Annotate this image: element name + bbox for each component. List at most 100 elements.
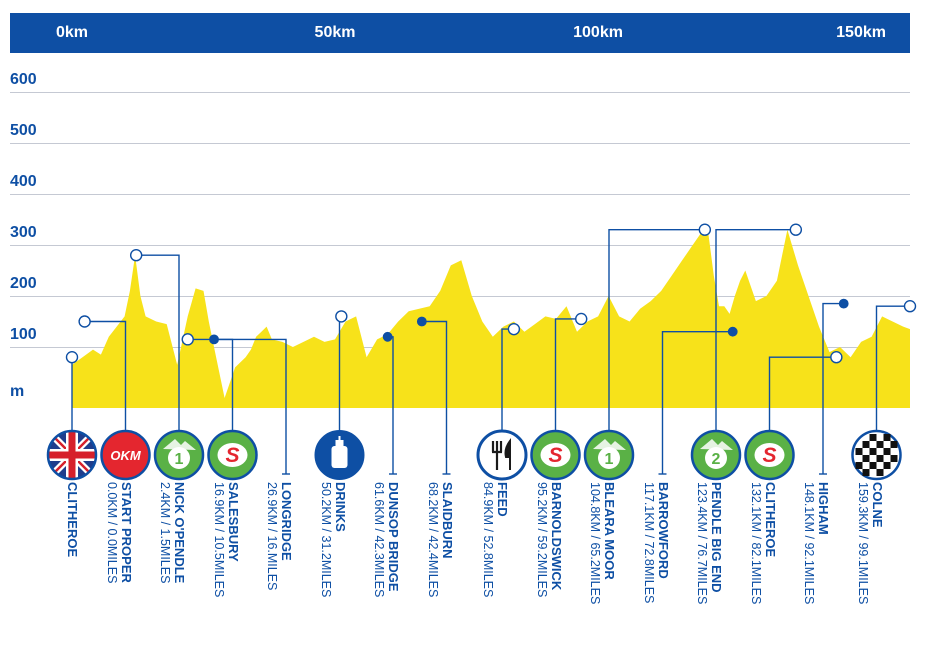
- waypoint-distance: 50.2KM / 31.2MILES: [318, 482, 333, 598]
- y-tick-label: 300: [10, 224, 37, 241]
- waypoint-marker: [698, 223, 712, 236]
- waypoint-distance: 132.1KM / 82.1MILES: [748, 482, 763, 605]
- waypoint-distance: 16.9KM / 10.5MILES: [211, 482, 226, 598]
- waypoint-connector: [421, 320, 448, 474]
- y-tick-label: 400: [10, 173, 37, 190]
- climb-category-badge: [168, 447, 190, 469]
- waypoint-distance: 2.4KM / 1.5MILES: [158, 482, 172, 584]
- y-tick-label: 600: [10, 71, 37, 88]
- climb-category-badge: [705, 447, 727, 469]
- waypoint-name: FEED: [495, 482, 510, 517]
- waypoint-marker: [416, 316, 427, 327]
- waypoint-label: BLEARA MOOR 104.8KM / 65.2MILES: [587, 482, 617, 642]
- waypoint-distance: 84.9KM / 52.8MILES: [481, 482, 495, 598]
- waypoint-connector: [768, 356, 837, 431]
- waypoint-name: DRINKS: [332, 482, 348, 532]
- knife-icon: [504, 437, 511, 470]
- y-tick-label: 200: [10, 275, 37, 292]
- checkered-flag-square: [890, 455, 898, 462]
- union-flag-icon: [46, 429, 98, 481]
- fork-icon: [491, 441, 503, 470]
- waypoint-label: SLAIDBURN 68.2KM / 42.4MILES: [425, 482, 455, 642]
- waypoint-label: LONGRIDGE 26.9KM / 16.MILES: [264, 482, 294, 642]
- checkered-flag-square: [883, 462, 891, 469]
- union-flag-icon: [68, 431, 76, 479]
- waypoint-label: COLNE 159.3KM / 99.1MILES: [855, 482, 885, 642]
- sprint-icon-badge: [754, 443, 785, 467]
- gridline: [10, 92, 910, 93]
- waypoint-name: COLNE: [869, 482, 885, 528]
- waypoint-connector: [136, 254, 180, 431]
- checkered-flag-square: [862, 441, 870, 448]
- km-tick-label: 150km: [836, 24, 886, 41]
- checkered-flag-square: [862, 455, 870, 462]
- mountain-icon: [593, 439, 626, 450]
- checkered-flag-square: [876, 469, 884, 476]
- waypoint-label: DRINKS 50.2KM / 31.2MILES: [318, 482, 348, 642]
- gridline: [10, 245, 910, 246]
- checkered-flag-square: [869, 434, 877, 441]
- km-tick-label: 0km: [55, 24, 89, 41]
- checkered-flag-square: [883, 434, 891, 441]
- checkered-flag-square: [876, 455, 884, 462]
- checkered-flag-square: [883, 448, 891, 455]
- y-tick-label: 100: [10, 326, 37, 343]
- waypoint-name: START PROPER: [118, 482, 134, 583]
- waypoint-name: CLITHEROE: [65, 482, 80, 558]
- gridline: [10, 143, 910, 144]
- drinks-bottle-icon: [331, 446, 348, 468]
- waypoint-name: NICK O'PENDLE: [172, 482, 187, 584]
- checkered-flag-square: [855, 448, 863, 455]
- waypoint-distance: 159.3KM / 99.1MILES: [855, 482, 870, 605]
- sprint-icon-text: S: [225, 444, 239, 467]
- waypoint-label: START PROPER 0.0KM / 0.0MILES: [104, 482, 134, 642]
- waypoint-distance: 26.9KM / 16.MILES: [265, 482, 279, 591]
- waypoint-name: DUNSOP BRIDGE: [386, 482, 401, 592]
- waypoint-connector: [214, 338, 287, 474]
- waypoint-label: SALESBURY 16.9KM / 10.5MILES: [211, 482, 241, 642]
- waypoint-connector: [84, 320, 127, 431]
- waypoint-marker: [830, 351, 843, 364]
- y-tick-label: 500: [10, 122, 37, 139]
- climb-category-text: 1: [605, 451, 614, 468]
- distance-scale-bar: 0km 50km 100km 150km: [10, 13, 910, 53]
- waypoint-marker: [78, 315, 91, 328]
- okm-icon-text: OKM: [110, 448, 142, 463]
- waypoint-marker: [789, 223, 803, 236]
- waypoint-connector: [661, 331, 733, 474]
- waypoint-distance: 123.4KM / 76.7MILES: [695, 482, 709, 605]
- waypoint-distance: 61.6KM / 42.3MILES: [372, 482, 386, 598]
- waypoint-label: NICK O'PENDLE 2.4KM / 1.5MILES: [157, 482, 187, 642]
- waypoint-marker: [382, 331, 393, 342]
- waypoint-marker: [65, 351, 79, 364]
- waypoint-label: BARROWFORD 117.1KM / 72.8MILES: [641, 482, 671, 642]
- climb-category-badge: [598, 447, 620, 469]
- waypoint-name: BLEARA MOOR: [602, 482, 617, 580]
- waypoint-name: BARNOLDSWICK: [548, 482, 564, 591]
- waypoint-marker: [181, 333, 194, 346]
- waypoint-label: CLITHEROE: [65, 482, 80, 642]
- waypoint-distance: 68.2KM / 42.4MILES: [425, 482, 440, 598]
- mountain-icon: [163, 439, 196, 450]
- waypoint-marker: [507, 322, 521, 336]
- waypoint-connector: [554, 318, 582, 431]
- waypoint-label: DUNSOP BRIDGE 61.6KM / 42.3MILES: [371, 482, 401, 642]
- waypoint-connector: [875, 305, 910, 431]
- waypoint-label: HIGHAM 148.1KM / 92.1MILES: [801, 482, 831, 642]
- waypoint-name: CLITHEROE: [762, 482, 778, 558]
- waypoint-distance: 148.1KM / 92.1MILES: [802, 482, 816, 605]
- waypoint-connector: [608, 229, 705, 431]
- waypoint-name: BARROWFORD: [655, 482, 671, 579]
- climb-category-text: 2: [712, 451, 721, 468]
- waypoint-marker: [209, 334, 219, 345]
- okm-icon: [100, 429, 151, 481]
- waypoint-marker: [838, 298, 849, 309]
- km-tick-label: 50km: [314, 24, 356, 41]
- waypoint-marker: [903, 300, 917, 313]
- checkered-flag-square: [890, 441, 898, 448]
- waypoint-name: PENDLE BIG END: [709, 482, 724, 593]
- waypoint-marker: [129, 248, 143, 262]
- waypoint-marker: [575, 312, 588, 326]
- waypoint-name: SLAIDBURN: [439, 482, 455, 559]
